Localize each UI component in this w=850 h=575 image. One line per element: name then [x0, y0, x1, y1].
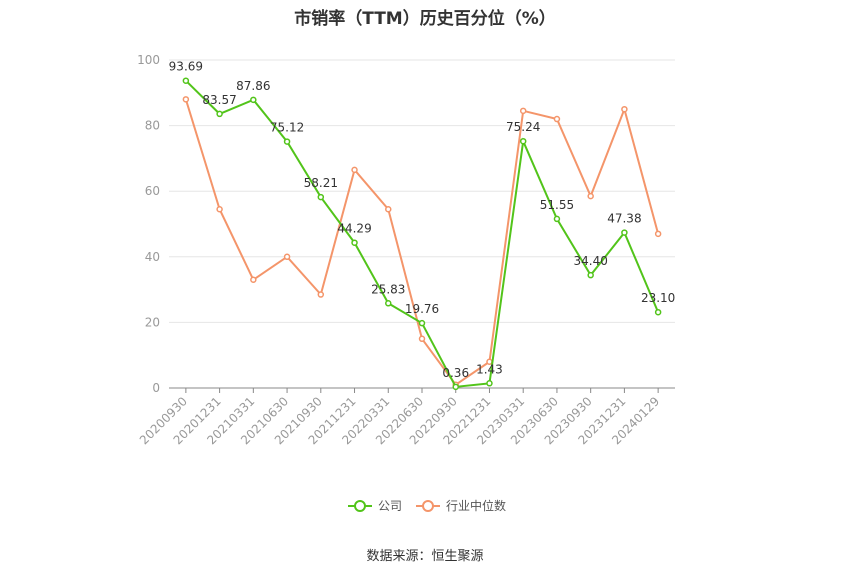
data-label: 44.29: [337, 222, 371, 236]
data-label: 19.76: [405, 302, 439, 316]
data-label: 75.12: [270, 121, 304, 135]
data-point: [351, 166, 358, 174]
data-point: [283, 253, 291, 261]
data-label: 51.55: [540, 198, 574, 212]
data-label: 75.24: [506, 120, 540, 134]
data-point: [654, 230, 662, 238]
data-point: [216, 110, 223, 118]
data-point: [216, 205, 223, 213]
data-point: [250, 96, 257, 104]
data-point: [385, 300, 392, 307]
data-point: [182, 96, 190, 103]
data-point: [250, 276, 257, 284]
data-label: 25.83: [371, 282, 405, 296]
legend-swatch-marker: [422, 500, 434, 512]
data-point: [621, 105, 628, 113]
data-point: [519, 107, 527, 115]
data-point: [587, 271, 594, 279]
data-point: [283, 138, 291, 145]
data-point: [385, 205, 392, 213]
data-label: 83.57: [202, 93, 236, 107]
y-tick-label: 0: [152, 381, 160, 395]
data-source-note: 数据来源：恒生聚源: [366, 549, 484, 564]
data-point: [182, 77, 190, 84]
data-point: [519, 137, 527, 145]
series-layer: [182, 77, 662, 391]
data-point: [587, 192, 594, 200]
data-point: [486, 380, 493, 387]
data-label: 47.38: [607, 212, 641, 226]
data-point: [621, 229, 628, 236]
data-point: [351, 239, 358, 246]
grid-lines: [169, 59, 675, 323]
data-point: [317, 193, 325, 201]
y-tick-label: 20: [145, 315, 160, 329]
data-point: [553, 115, 561, 123]
legend-label: 行业中位数: [446, 498, 506, 513]
legend: 公司 行业中位数: [348, 498, 506, 513]
data-label: 23.10: [641, 291, 675, 305]
data-label: 34.40: [573, 254, 607, 268]
y-tick-label: 100: [137, 53, 160, 67]
y-axis-ticks: 0 20 40 60 80 100: [137, 53, 160, 395]
data-point: [418, 319, 426, 327]
x-axis-ticks: 2020093020201231202103312021063020210930…: [137, 388, 662, 447]
y-tick-label: 80: [145, 119, 160, 133]
legend-label: 公司: [378, 499, 402, 513]
data-label: 58.21: [304, 176, 338, 190]
data-point: [452, 383, 459, 391]
data-label: 93.69: [169, 60, 203, 74]
data-point: [654, 308, 662, 316]
y-tick-label: 60: [145, 184, 160, 198]
y-tick-label: 40: [145, 250, 160, 264]
legend-swatch-marker: [354, 500, 366, 512]
data-point: [553, 215, 561, 223]
data-point: [418, 335, 426, 343]
data-label: 0.36: [442, 366, 469, 380]
chart-title: 市销率（TTM）历史百分位（%）: [294, 9, 556, 29]
data-point: [317, 291, 325, 298]
data-label: 1.43: [476, 362, 503, 376]
data-label: 87.86: [236, 79, 270, 93]
